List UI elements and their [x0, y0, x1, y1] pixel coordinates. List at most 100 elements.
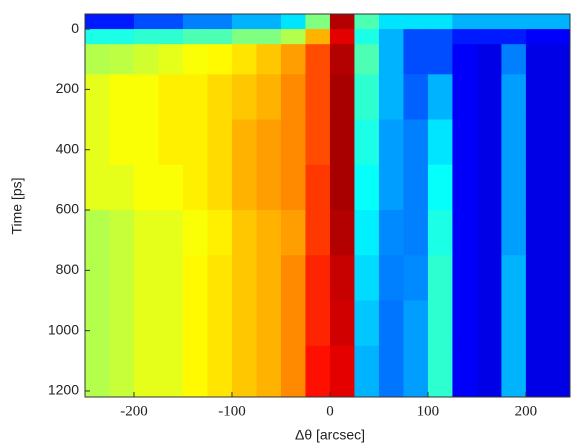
- heat-cell: [501, 44, 527, 75]
- heat-cell: [525, 210, 551, 256]
- x-tick-label: -200: [120, 403, 148, 419]
- heat-cell: [109, 74, 135, 121]
- y-tick-label: 0: [71, 20, 79, 36]
- heat-cell: [403, 119, 429, 166]
- heat-cell: [207, 300, 233, 347]
- heat-cell: [207, 14, 233, 30]
- x-tick-label: 0: [326, 403, 334, 419]
- heat-cell: [550, 29, 570, 45]
- heat-cell: [256, 14, 282, 30]
- heat-cell: [378, 119, 404, 166]
- heat-cell: [354, 74, 380, 121]
- heat-cell: [305, 210, 331, 256]
- heat-cell: [403, 164, 429, 211]
- heat-cell: [182, 74, 208, 121]
- heat-cell: [85, 345, 110, 397]
- heat-cell: [305, 345, 331, 397]
- heat-cell: [452, 164, 478, 211]
- heat-cell: [133, 14, 159, 30]
- heat-cell: [305, 164, 331, 211]
- heat-cell: [133, 119, 159, 166]
- heat-cell: [280, 345, 306, 397]
- heat-cell: [525, 300, 551, 347]
- heat-cell: [476, 74, 502, 121]
- heat-cell: [182, 14, 208, 30]
- heat-cell: [501, 210, 527, 256]
- heat-cell: [452, 210, 478, 256]
- heat-cell: [133, 345, 159, 397]
- heat-cell: [133, 44, 159, 75]
- heat-cell: [85, 74, 110, 121]
- heat-cell: [109, 164, 135, 211]
- heat-cell: [550, 255, 570, 301]
- heat-cell: [476, 29, 502, 45]
- heat-cell: [85, 14, 110, 30]
- heat-cell: [207, 44, 233, 75]
- heat-cell: [231, 345, 257, 397]
- heat-cell: [329, 345, 355, 397]
- heat-cell: [85, 44, 110, 75]
- heat-cell: [256, 119, 282, 166]
- heat-cell: [256, 300, 282, 347]
- heat-cell: [427, 210, 453, 256]
- heat-cell: [427, 29, 453, 45]
- heatmap: [85, 14, 570, 397]
- heat-cell: [207, 119, 233, 166]
- heat-cell: [256, 345, 282, 397]
- x-axis-label: Δθ [arcsec]: [295, 427, 365, 443]
- heat-cell: [452, 14, 478, 30]
- heat-cell: [427, 119, 453, 166]
- heat-cell: [207, 164, 233, 211]
- heat-cell: [305, 119, 331, 166]
- heat-cell: [158, 14, 184, 30]
- heat-cell: [280, 44, 306, 75]
- heat-cell: [280, 300, 306, 347]
- y-tick-label: 800: [56, 261, 80, 277]
- heat-cell: [109, 119, 135, 166]
- heat-cell: [403, 14, 429, 30]
- heat-cell: [476, 345, 502, 397]
- heat-cell: [158, 255, 184, 301]
- heat-cell: [427, 345, 453, 397]
- heat-cell: [207, 74, 233, 121]
- heat-cell: [329, 255, 355, 301]
- y-tick-label: 1200: [48, 382, 79, 398]
- heat-cell: [354, 119, 380, 166]
- heat-cell: [329, 300, 355, 347]
- heat-cell: [427, 255, 453, 301]
- heat-cell: [231, 300, 257, 347]
- heat-cell: [525, 74, 551, 121]
- heat-cell: [109, 345, 135, 397]
- x-tick-label: 200: [515, 403, 538, 419]
- heat-cell: [280, 74, 306, 121]
- heat-cell: [378, 255, 404, 301]
- heat-cell: [158, 74, 184, 121]
- heat-cell: [280, 14, 306, 30]
- heat-cell: [452, 300, 478, 347]
- heat-cell: [207, 345, 233, 397]
- heat-cell: [354, 164, 380, 211]
- heat-cell: [403, 29, 429, 45]
- heat-cell: [476, 14, 502, 30]
- heat-cell: [550, 74, 570, 121]
- heat-cell: [525, 119, 551, 166]
- heat-cell: [85, 164, 110, 211]
- heat-cell: [550, 14, 570, 30]
- heat-cell: [378, 44, 404, 75]
- heat-cell: [305, 14, 331, 30]
- heat-cell: [354, 345, 380, 397]
- y-tick-label: 400: [56, 140, 80, 156]
- heat-cell: [403, 210, 429, 256]
- heat-cell: [427, 74, 453, 121]
- heat-cell: [501, 119, 527, 166]
- heat-cell: [525, 255, 551, 301]
- heat-cell: [525, 14, 551, 30]
- heat-cell: [133, 300, 159, 347]
- heat-cell: [378, 300, 404, 347]
- plot-frame: [84, 13, 571, 398]
- heat-cell: [256, 164, 282, 211]
- heat-cell: [550, 210, 570, 256]
- x-tick-label: 100: [417, 403, 440, 419]
- heat-cell: [280, 210, 306, 256]
- heat-cell: [133, 164, 159, 211]
